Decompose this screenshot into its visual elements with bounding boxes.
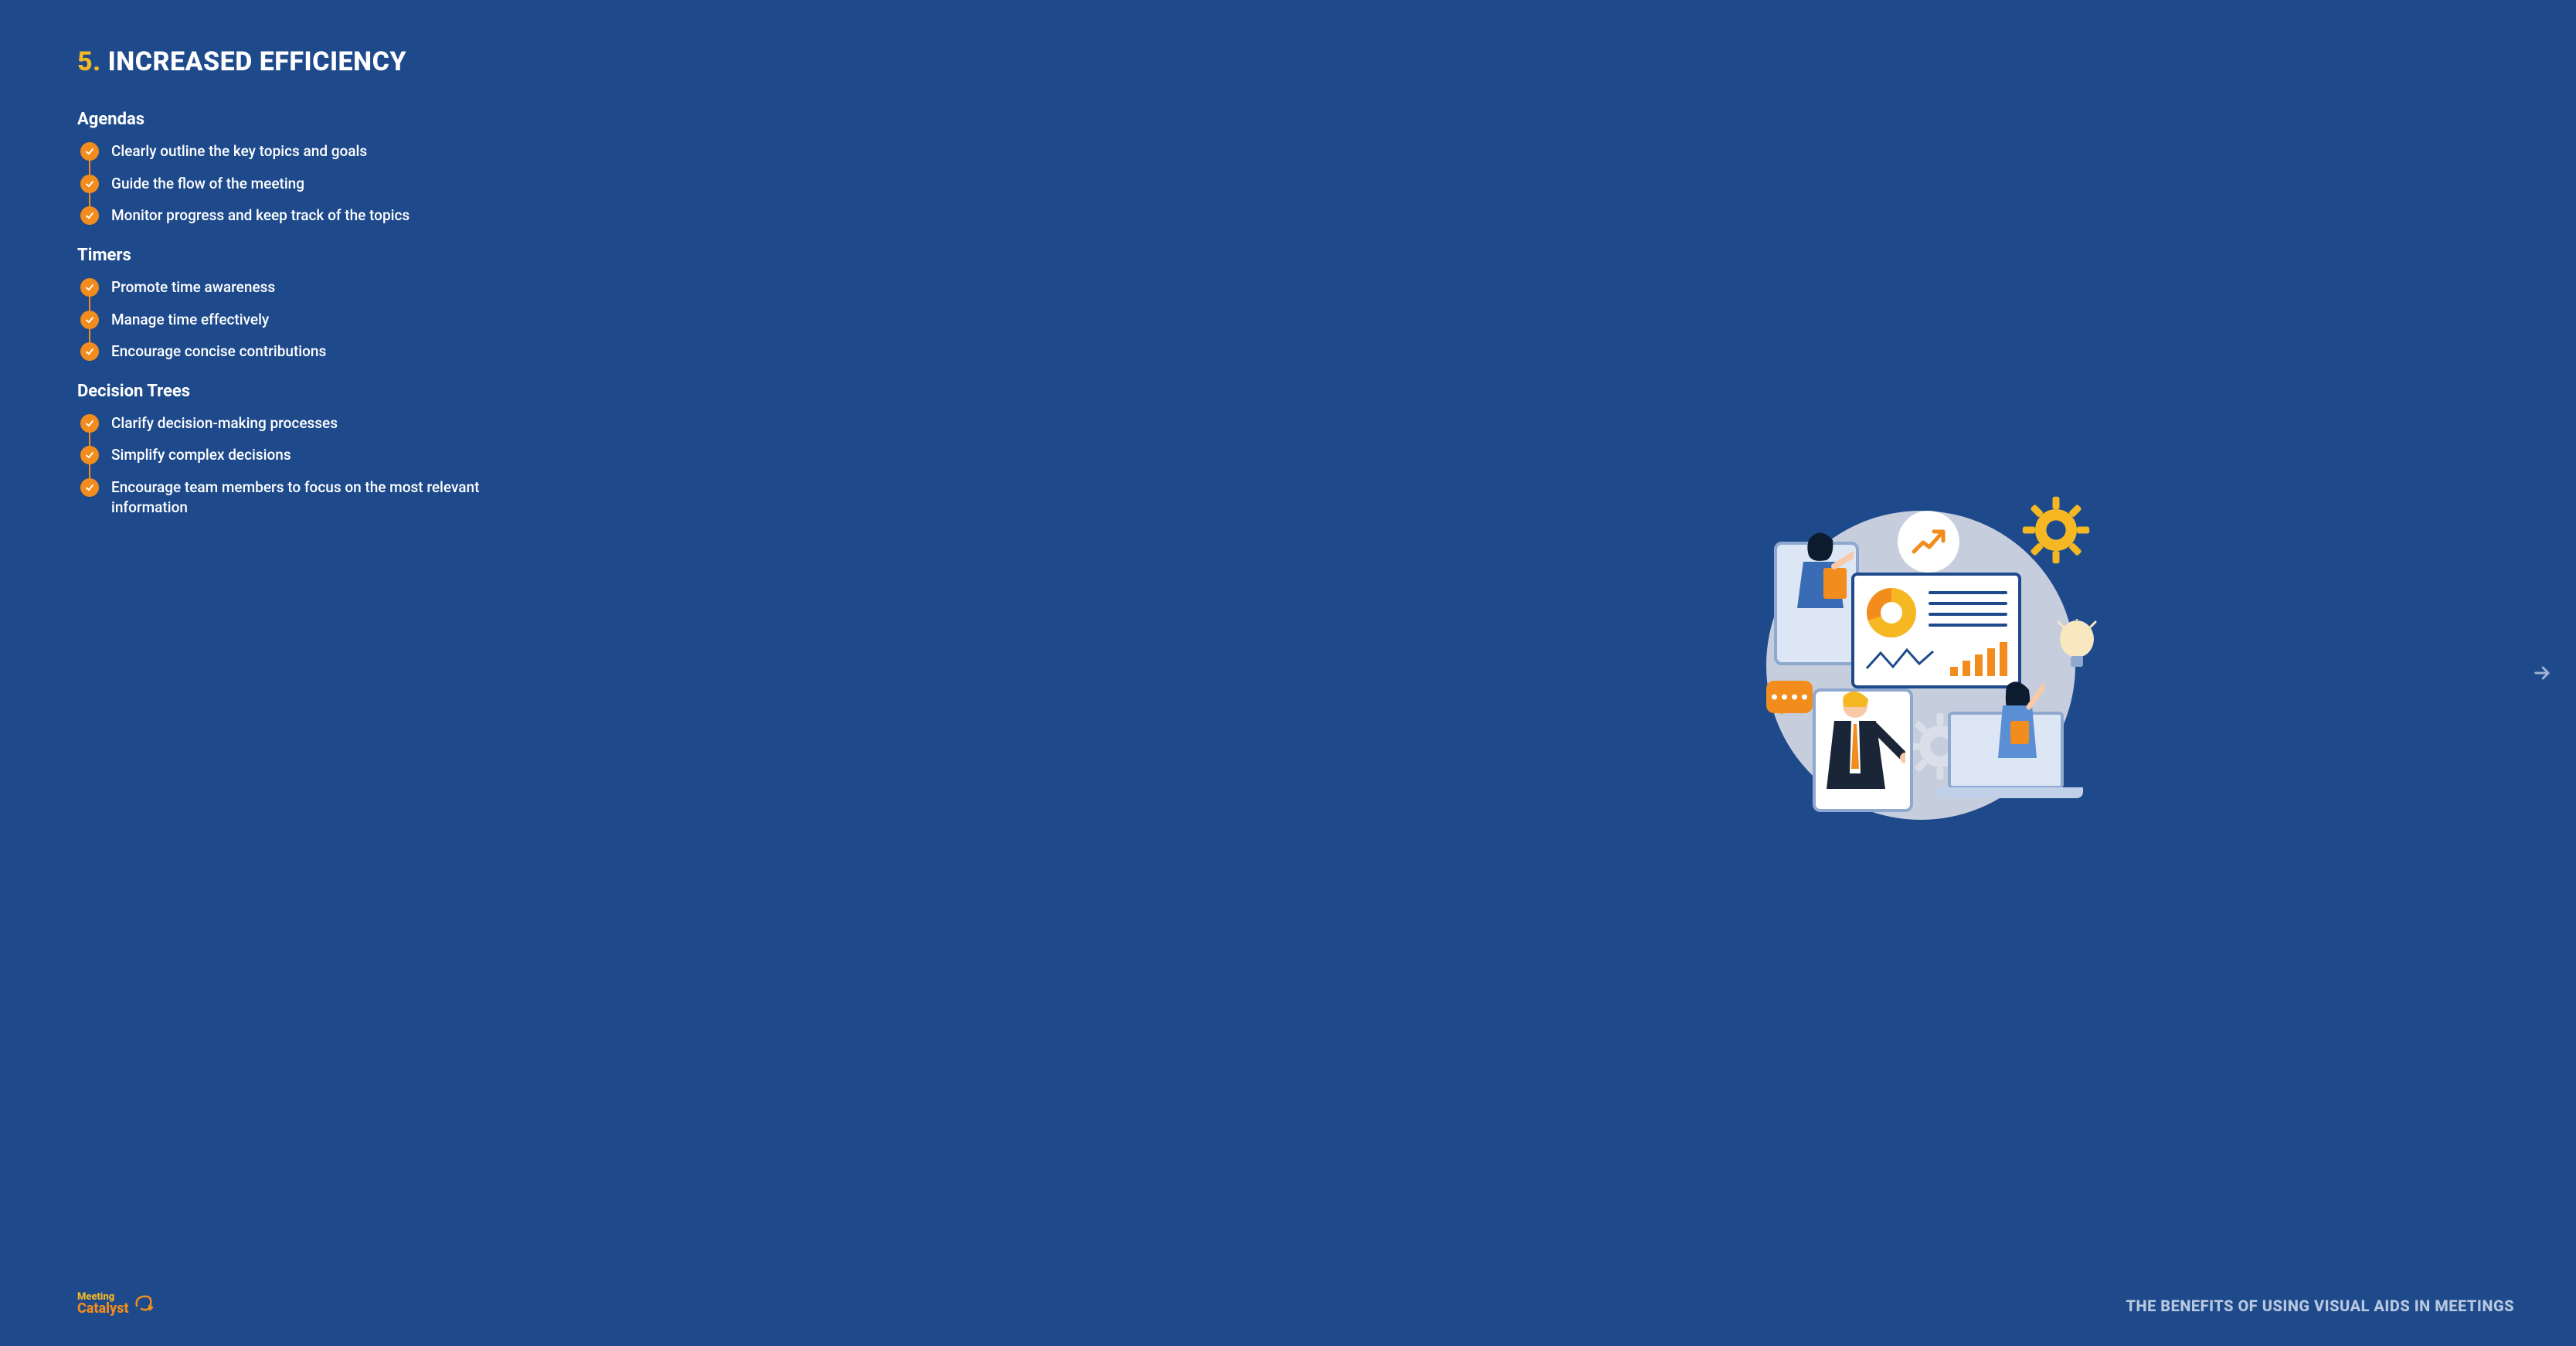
trend-arrow-icon [1909, 522, 1948, 561]
footer-caption: THE BENEFITS OF USING VISUAL AIDS IN MEE… [2126, 1297, 2514, 1315]
checkmark-icon [80, 446, 99, 464]
bar [1987, 648, 1995, 676]
next-arrow-button[interactable] [2527, 658, 2557, 688]
section-title: Timers [77, 246, 1296, 265]
footer: Meeting Catalyst THE BENEFITS OF USING V… [77, 1293, 2514, 1315]
bullet-text: Clearly outline the key topics and goals [111, 141, 367, 161]
heading-number: 5. [77, 46, 101, 77]
bullet-text: Manage time effectively [111, 310, 269, 330]
person-man [1820, 688, 1905, 804]
logo-line2: Catalyst [77, 1302, 129, 1315]
section-title: Agendas [77, 110, 1296, 129]
bullet-text: Guide the flow of the meeting [111, 174, 304, 194]
bullet-text: Promote time awareness [111, 277, 275, 297]
trend-bubble [1898, 511, 1959, 573]
bullet-item: Monitor progress and keep track of the t… [80, 202, 1296, 235]
bullet-text: Monitor progress and keep track of the t… [111, 206, 410, 226]
dashboard-lines [1929, 591, 2007, 634]
bullet-list: Promote time awareness Manage time effect… [80, 274, 1296, 371]
bullet-text: Encourage team members to focus on the m… [111, 478, 544, 517]
lightbulb-icon [2055, 619, 2099, 675]
checkmark-icon [80, 142, 99, 161]
bar-chart-icon [1950, 642, 2007, 676]
bullet-item: Clarify decision-making processes [80, 410, 1296, 443]
bullet-text: Clarify decision-making processes [111, 413, 338, 433]
arrow-right-icon [2531, 662, 2553, 684]
bar [1950, 667, 1958, 676]
bullet-item: Simplify complex decisions [80, 442, 1296, 474]
logo-swirl-icon [134, 1293, 154, 1314]
bullet-text: Encourage concise contributions [111, 342, 326, 362]
checkmark-icon [80, 175, 99, 193]
person-woman-left [1788, 531, 1854, 647]
illustration-column [1327, 46, 2514, 1285]
pie-chart-icon [1867, 588, 1916, 637]
bullet-item: Clearly outline the key topics and goals [80, 138, 1296, 171]
checkmark-icon [80, 478, 99, 497]
meeting-illustration [1743, 488, 2099, 843]
content-column: 5. INCREASED EFFICIENCY Agendas Clearly o… [77, 46, 1296, 1285]
bar [1963, 661, 1970, 676]
bullet-list: Clarify decision-making processes Simplif… [80, 410, 1296, 527]
dashboard-card [1851, 573, 2021, 688]
brand-logo: Meeting Catalyst [77, 1293, 154, 1315]
sections-container: Agendas Clearly outline the key topics an… [77, 99, 1296, 532]
bullet-item: Encourage concise contributions [80, 338, 1296, 371]
gear-icon [2021, 495, 2091, 565]
checkmark-icon [80, 206, 99, 225]
bullet-item: Guide the flow of the meeting [80, 171, 1296, 203]
bullet-list: Clearly outline the key topics and goals… [80, 138, 1296, 235]
checkmark-icon [80, 311, 99, 329]
slide: 5. INCREASED EFFICIENCY Agendas Clearly o… [0, 0, 2576, 1346]
slide-heading: 5. INCREASED EFFICIENCY [77, 46, 1296, 77]
bar [2000, 642, 2007, 676]
checkmark-icon [80, 278, 99, 297]
checkmark-icon [80, 414, 99, 433]
bar [1975, 654, 1983, 676]
bullet-text: Simplify complex decisions [111, 445, 291, 465]
logo-text: Meeting Catalyst [77, 1293, 129, 1315]
bullet-item: Promote time awareness [80, 274, 1296, 307]
speech-bubble-icon [1766, 681, 1813, 713]
bullet-item: Manage time effectively [80, 307, 1296, 339]
main-row: 5. INCREASED EFFICIENCY Agendas Clearly o… [77, 46, 2514, 1285]
line-chart-icon [1865, 645, 1942, 676]
heading-title: INCREASED EFFICIENCY [108, 46, 406, 77]
section-title: Decision Trees [77, 382, 1296, 401]
person-woman-right [1990, 681, 2044, 766]
checkmark-icon [80, 342, 99, 361]
bullet-item: Encourage team members to focus on the m… [80, 474, 1296, 526]
